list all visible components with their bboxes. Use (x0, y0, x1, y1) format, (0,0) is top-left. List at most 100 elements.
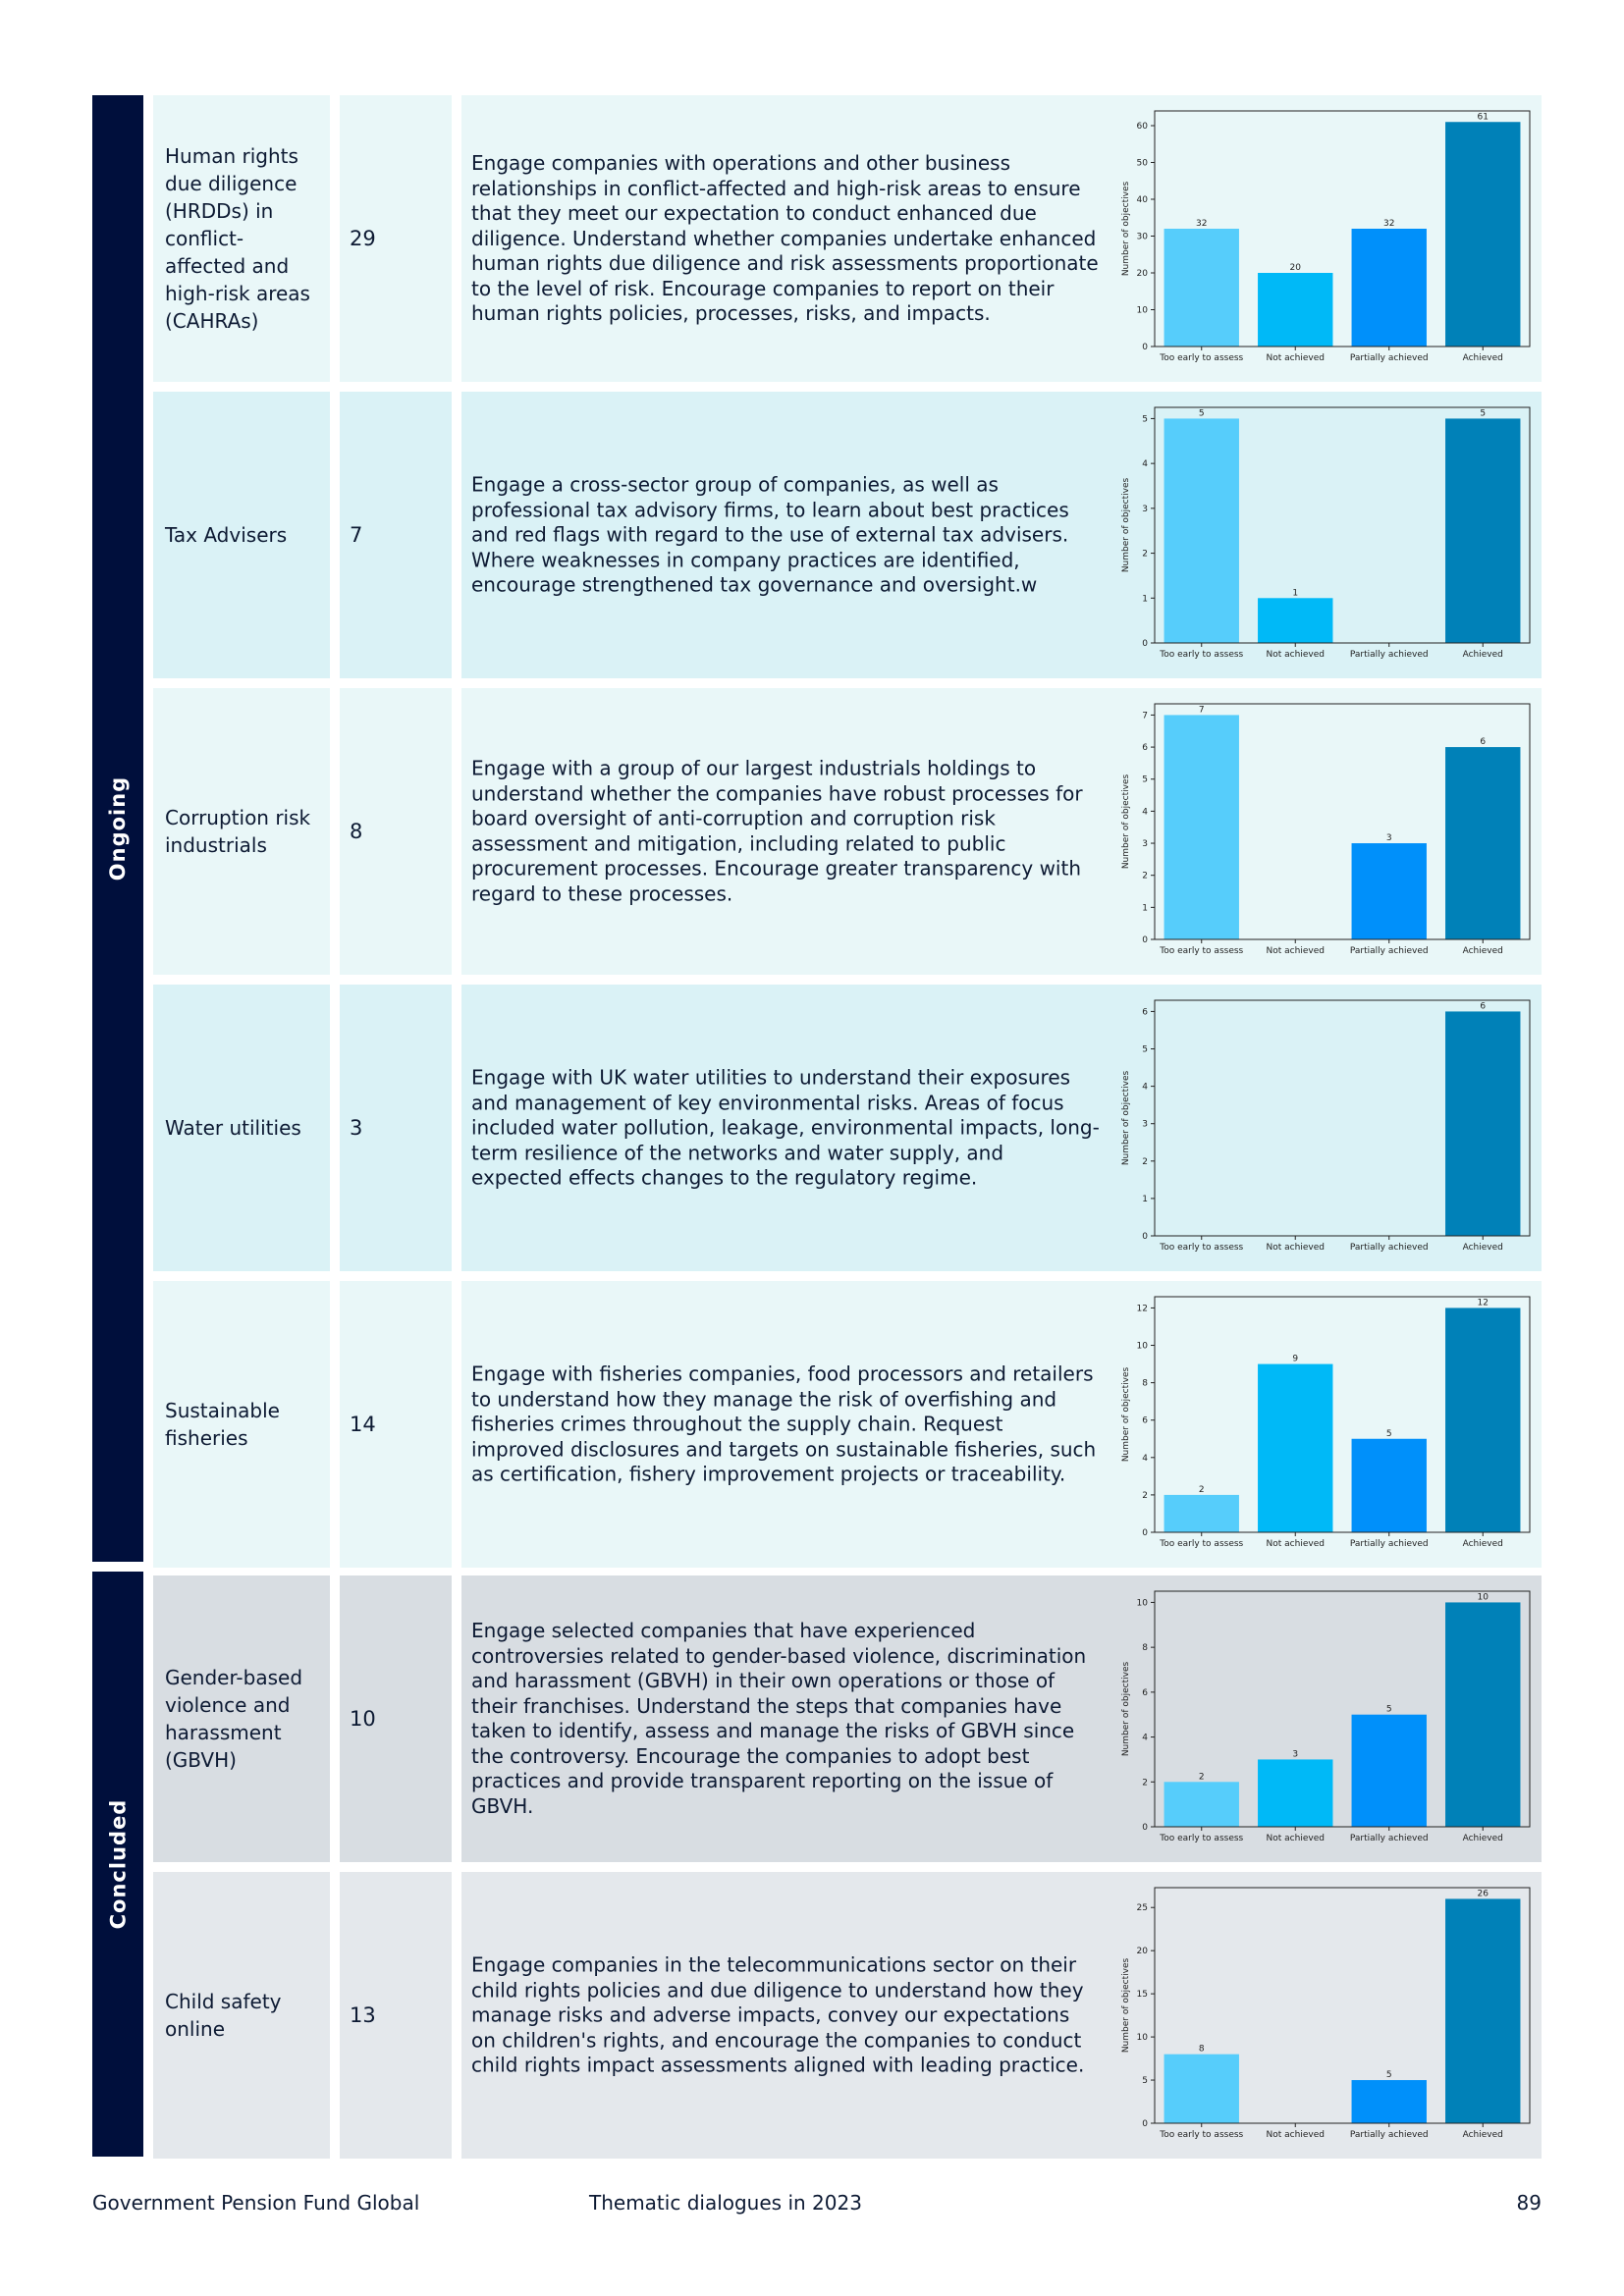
y-tick-label: 0 (1142, 935, 1148, 945)
x-tick-label: Too early to assess (1159, 650, 1243, 660)
count-cell: 14 (340, 1281, 452, 1568)
bar-value-label: 1 (1292, 588, 1298, 598)
count-cell: 8 (340, 688, 452, 975)
bar-chart: Number of objectives 0 2 4 6 8 10 2 Too early to… (1121, 1590, 1531, 1843)
x-tick-label: Not achieved (1267, 946, 1325, 956)
x-tick-label: Achieved (1463, 1834, 1503, 1843)
topic-text: Water utilities (165, 1116, 301, 1140)
bar-value-label: 32 (1383, 219, 1394, 229)
y-tick-label: 10 (1137, 2033, 1149, 2043)
plot-frame (1154, 999, 1531, 1237)
y-tick-label: 40 (1137, 195, 1149, 205)
bar-value-label: 6 (1480, 737, 1486, 747)
x-tick-label: Too early to assess (1159, 2130, 1243, 2140)
topic-text: Corruption risk industrials (165, 806, 311, 857)
y-tick-label: 2 (1142, 1778, 1148, 1788)
bar-value-label: 5 (1199, 408, 1205, 418)
bar (1445, 1602, 1521, 1827)
bar-value-label: 32 (1196, 219, 1207, 229)
y-tick-label: 30 (1137, 233, 1149, 242)
count-text: 3 (350, 1116, 363, 1140)
y-tick-label: 20 (1137, 269, 1149, 279)
bar (1164, 715, 1239, 939)
y-axis-label: Number of objectives (1121, 478, 1131, 573)
footer-page-number: 89 (1516, 2191, 1542, 2215)
bar (1445, 122, 1521, 347)
y-tick-label: 4 (1142, 1083, 1148, 1093)
topic-cell: Water utilities (153, 985, 330, 1271)
bar-chart: Number of objectives 0 10 20 30 40 50 60 32 Too e… (1121, 110, 1531, 363)
plot-frame (1154, 703, 1531, 940)
y-tick-label: 4 (1142, 807, 1148, 817)
bar-value-label: 7 (1199, 705, 1205, 715)
x-tick-label: Not achieved (1267, 1243, 1325, 1253)
x-tick-label: Too early to assess (1159, 1834, 1243, 1843)
y-tick-label: 3 (1142, 505, 1148, 514)
x-tick-label: Partially achieved (1350, 650, 1429, 660)
bar-value-label: 9 (1292, 1355, 1298, 1364)
y-axis-label: Number of objectives (1121, 1958, 1131, 2054)
bar (1164, 2054, 1239, 2123)
y-tick-label: 4 (1142, 459, 1148, 469)
count-text: 8 (350, 820, 363, 843)
y-tick-label: 25 (1137, 1903, 1148, 1913)
y-tick-label: 6 (1142, 743, 1148, 753)
topic-cell: Human rights due diligence (HRDDs) in co… (153, 95, 330, 382)
description-text: Engage selected companies that have expe… (471, 1619, 1087, 1818)
y-tick-label: 1 (1142, 903, 1148, 913)
bar-value-label: 8 (1199, 2045, 1205, 2055)
topic-text: Human rights due diligence (HRDDs) in co… (165, 144, 310, 333)
x-tick-label: Partially achieved (1350, 1243, 1429, 1253)
description-cell: Engage with a group of our largest indus… (461, 688, 1542, 975)
bar (1445, 1308, 1521, 1532)
plot-frame (1154, 1590, 1531, 1828)
count-text: 14 (350, 1413, 376, 1436)
y-tick-label: 60 (1137, 122, 1149, 132)
y-tick-label: 0 (1142, 639, 1148, 649)
x-tick-label: Achieved (1463, 650, 1503, 660)
count-cell: 13 (340, 1872, 452, 2159)
bar (1258, 598, 1333, 643)
description-cell: Engage with fisheries companies, food pr… (461, 1281, 1542, 1568)
y-axis-label: Number of objectives (1121, 1071, 1131, 1166)
bar (1258, 273, 1333, 347)
topic-cell: Tax Advisers (153, 392, 330, 678)
y-tick-label: 3 (1142, 1120, 1148, 1130)
description-cell: Engage selected companies that have expe… (461, 1575, 1542, 1862)
y-tick-label: 10 (1137, 1598, 1149, 1608)
y-tick-label: 8 (1142, 1379, 1148, 1389)
plot-frame (1154, 1296, 1531, 1533)
count-text: 29 (350, 227, 376, 250)
bar-value-label: 3 (1292, 1749, 1298, 1759)
table-row: Water utilities 3 Engage with UK water u… (153, 985, 1542, 1271)
bar (1164, 1494, 1239, 1532)
y-tick-label: 50 (1137, 159, 1149, 169)
x-tick-label: Partially achieved (1350, 1539, 1429, 1549)
description-cell: Engage companies in the telecommunicatio… (461, 1872, 1542, 2159)
bar-value-label: 5 (1386, 1705, 1392, 1715)
y-axis-label: Number of objectives (1121, 1662, 1131, 1757)
plot-frame (1154, 406, 1531, 644)
y-tick-label: 5 (1142, 2076, 1148, 2086)
bar-chart: Number of objectives 0 2 4 6 8 10 12 2 Too early … (1121, 1296, 1531, 1549)
bar-value-label: 3 (1386, 833, 1392, 843)
y-tick-label: 2 (1142, 1491, 1148, 1501)
section-ongoing-label: Ongoing (106, 775, 131, 881)
y-axis-label: Number of objectives (1121, 182, 1131, 277)
x-tick-label: Not achieved (1267, 2130, 1325, 2140)
bar (1351, 229, 1427, 347)
topic-cell: Gender-based violence and harassment (GB… (153, 1575, 330, 1862)
x-tick-label: Achieved (1463, 946, 1503, 956)
section-concluded-bar: Concluded (92, 1572, 143, 2157)
table-row: Child safety online 13 Engage companies … (153, 1872, 1542, 2159)
bar-value-label: 26 (1478, 1889, 1489, 1898)
bar (1164, 418, 1239, 643)
bar-value-label: 5 (1386, 1429, 1392, 1439)
x-tick-label: Not achieved (1267, 1539, 1325, 1549)
footer-publication: Government Pension Fund Global (92, 2191, 420, 2215)
description-text: Engage with UK water utilities to unders… (471, 1065, 1100, 1190)
y-tick-label: 1 (1142, 594, 1148, 604)
bar (1445, 1011, 1521, 1236)
bar-chart: Number of objectives 0 5 10 15 20 25 8 Too early… (1121, 1887, 1531, 2140)
count-cell: 29 (340, 95, 452, 382)
